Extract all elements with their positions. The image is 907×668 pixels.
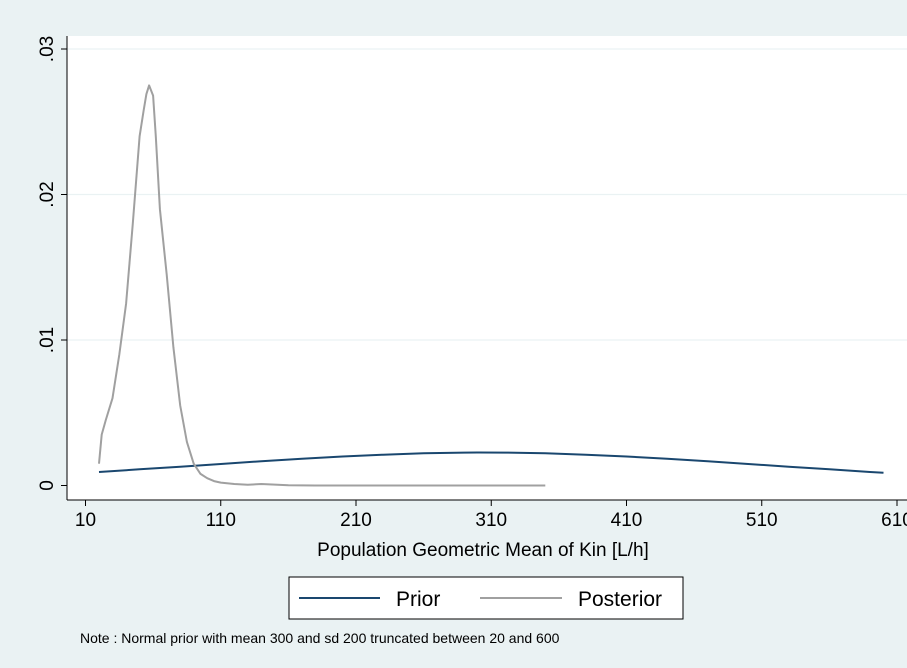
x-tick-label: 10: [75, 510, 96, 531]
y-ticks: 0 .01 .02 .03: [37, 36, 67, 491]
series-group: [98, 84, 884, 487]
legend: Prior Posterior: [288, 576, 684, 620]
y-tick-label: .01: [37, 327, 58, 353]
x-tick-label: 110: [206, 510, 236, 531]
series-line-prior: [98, 451, 884, 474]
y-tick-label: 0: [37, 480, 58, 491]
x-ticks: 10 110 210 310 410 510 610: [75, 500, 907, 531]
y-tick-label: .03: [37, 36, 58, 62]
x-tick-label: 510: [746, 510, 778, 531]
note-text: Note : Normal prior with mean 300 and sd…: [80, 630, 560, 646]
x-tick-label: 610: [881, 510, 907, 531]
grid-lines: [67, 48, 907, 341]
x-tick-label: 410: [611, 510, 643, 531]
x-axis-title: Population Geometric Mean of Kin [L/h]: [317, 540, 649, 561]
x-tick-label: 210: [340, 510, 372, 531]
legend-label-prior: Prior: [396, 588, 440, 611]
y-tick-label: .02: [37, 181, 58, 207]
legend-label-posterior: Posterior: [578, 588, 662, 611]
axes: [66, 36, 907, 501]
plot-area: [67, 36, 907, 500]
x-tick-label: 310: [475, 510, 507, 531]
series-line-posterior: [98, 84, 546, 487]
